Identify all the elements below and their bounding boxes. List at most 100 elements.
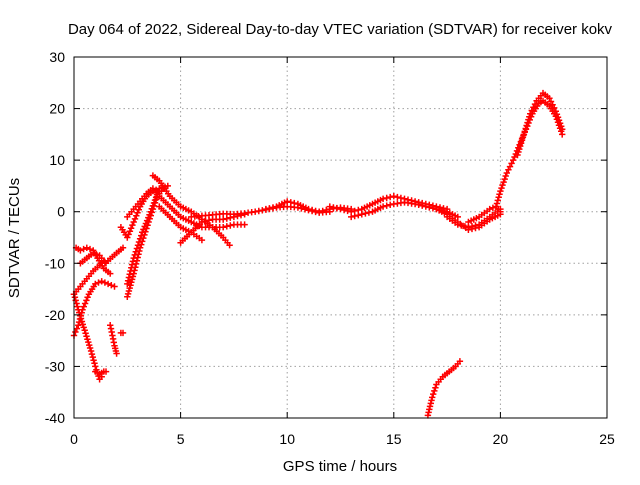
data-point [501,175,508,183]
data-point [131,251,138,259]
data-point [516,145,523,153]
data-point [134,242,142,249]
data-point [151,196,159,204]
data-point [127,225,135,232]
data-point [415,201,422,208]
data-point [521,128,528,135]
series-arc-z [424,358,464,419]
data-point [351,212,358,220]
data-point [223,223,230,230]
data-point [138,232,145,239]
data-point [91,360,98,367]
data-point [119,329,127,337]
data-point [355,212,362,219]
data-point [517,140,525,147]
data-point [266,205,273,212]
data-point [551,104,558,112]
data-point [113,350,120,357]
x-tick-label: 20 [493,431,509,447]
series-arc-p [156,193,248,231]
data-point [77,312,84,320]
data-point [80,303,87,310]
data-point [526,113,533,120]
series-arc-y [514,89,566,159]
y-tick-label: -40 [45,410,65,426]
data-point [125,274,133,281]
data-point [411,200,419,208]
data-point [506,163,514,170]
series-arc-h [117,329,127,337]
chart-title: Day 064 of 2022, Sidereal Day-to-day VTE… [68,21,613,38]
data-point [227,222,234,229]
data-point [553,111,561,118]
data-point [86,245,94,253]
data-point [495,194,502,201]
data-point [431,387,438,395]
plot-frame [73,56,608,419]
data-point [432,384,439,391]
data-point [323,206,330,214]
tick-labels: 0 5 10 15 20 25 -40 -30 -20 -10 0 10 20 30 [45,49,615,447]
data-point [333,205,341,212]
data-point [142,220,150,227]
series-arc-s [326,193,451,215]
data-point [494,197,501,204]
data-point [486,205,493,213]
data-point [498,184,505,192]
data-point [362,210,369,217]
data-point [515,148,522,156]
data-point [337,205,344,213]
data-point [95,279,102,286]
series-arc-j [124,185,167,300]
data-point [76,315,84,323]
data-point [226,242,233,249]
data-point [502,172,509,180]
data-point [127,267,134,275]
data-point [429,205,437,212]
data-point [308,206,316,214]
data-point [92,280,99,288]
data-point [98,278,105,285]
data-point [124,280,131,288]
data-point [77,247,84,254]
data-point [394,193,401,201]
data-point [101,258,109,266]
data-point [128,264,135,271]
data-point [86,344,94,352]
data-point [127,282,134,289]
data-point [130,218,137,226]
series-arc-v [443,205,504,231]
data-point [125,231,132,238]
data-point [365,209,373,216]
data-point [472,222,479,229]
data-point [81,327,88,334]
data-point [220,216,227,223]
data-point [135,238,143,246]
y-tick-label: 10 [49,152,65,168]
data-point [326,203,333,210]
data-point [83,244,90,251]
data-point [520,131,528,138]
series-arc-e [77,249,110,267]
data-point [379,195,387,202]
data-point [422,203,429,210]
data-point [552,108,559,115]
data-point [89,353,96,361]
data-point [379,203,387,210]
data-point [149,202,157,210]
data-point [131,215,139,223]
data-point [269,204,277,211]
data-point [73,325,80,332]
data-point [429,394,436,401]
data-point [146,211,153,218]
data-point [517,142,524,150]
data-point [128,276,136,283]
data-point [340,206,348,214]
data-point [132,248,139,255]
data-point [559,126,566,133]
data-point [558,123,565,130]
data-point [102,260,110,267]
data-point [430,390,437,398]
data-point [505,166,512,173]
